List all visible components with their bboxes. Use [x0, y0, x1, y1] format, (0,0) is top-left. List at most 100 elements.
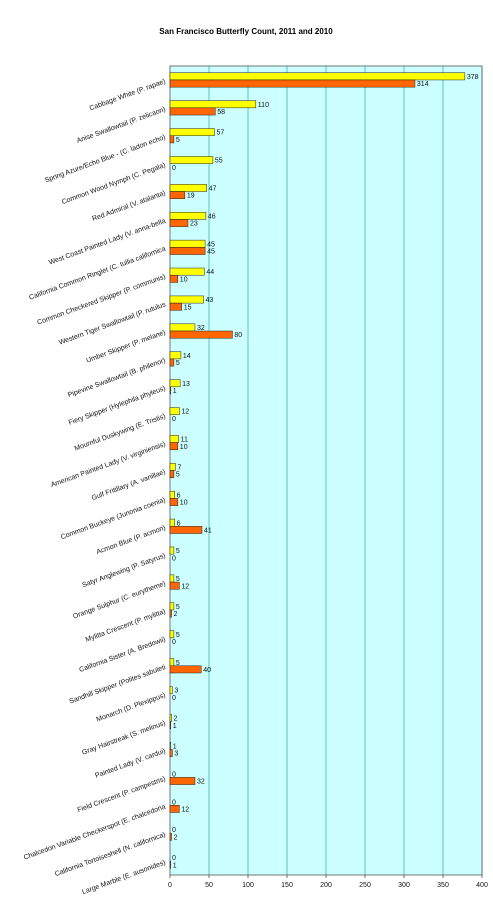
data-label: 5	[176, 660, 180, 667]
bar	[169, 777, 196, 785]
bar	[169, 351, 182, 360]
x-tick-label: 200	[320, 882, 332, 889]
category-label: Umber Skipper (P. melane)	[85, 329, 166, 364]
data-label: 1	[173, 388, 177, 395]
data-label: 110	[258, 102, 269, 109]
x-tick-label: 250	[359, 882, 371, 889]
bar	[169, 860, 172, 869]
bar	[169, 191, 186, 199]
data-label: 2	[174, 611, 178, 618]
category-label: Spring Azure/Echo Blue - (C. ladon echo)	[44, 134, 167, 184]
category-label: Common Checkered Skipper (P. communis)	[36, 274, 166, 327]
data-label: 0	[172, 799, 176, 806]
data-label: 3	[174, 751, 178, 758]
bar	[169, 686, 173, 694]
data-label: 15	[184, 304, 192, 311]
bar	[169, 714, 172, 722]
data-label: 0	[172, 165, 176, 172]
category-label: Gulf Fritillary (A. vanillae)	[91, 469, 167, 502]
data-label: 40	[203, 667, 211, 674]
bar	[169, 805, 180, 813]
data-label: 58	[217, 109, 225, 116]
data-label: 46	[208, 213, 216, 220]
data-label: 10	[180, 500, 188, 507]
data-label: 13	[182, 381, 190, 388]
bar	[169, 156, 214, 164]
data-label: 0	[172, 695, 176, 702]
bar	[169, 128, 215, 136]
data-label: 80	[234, 332, 242, 339]
data-label: 0	[172, 639, 176, 646]
data-label: 5	[176, 137, 180, 144]
bar	[169, 490, 175, 499]
data-label: 10	[180, 444, 188, 451]
bar	[169, 721, 172, 730]
data-label: 43	[206, 297, 214, 304]
data-label: 11	[181, 437, 188, 444]
category-label: American Painted Lady (V. virginiensis)	[50, 441, 167, 489]
category-label: Chalcedon Variable Checkerspot (E. chalc…	[23, 804, 167, 862]
x-tick-label: 150	[281, 882, 293, 889]
bar	[169, 100, 257, 109]
bar	[169, 470, 175, 478]
bar	[169, 107, 216, 116]
data-label: 47	[209, 186, 217, 193]
x-tick-label: 0	[168, 882, 172, 889]
category-label: Mylitta Crescent (P. mylitta)	[85, 608, 167, 644]
bar	[169, 442, 179, 451]
bar	[169, 379, 181, 388]
data-label: 5	[176, 632, 180, 639]
data-label: 55	[215, 158, 223, 165]
data-label: 5	[176, 576, 180, 583]
data-label: 5	[176, 360, 180, 367]
data-label: 314	[417, 81, 429, 88]
category-label: Acmon Blue (P. acmon)	[96, 525, 167, 557]
data-label: 10	[180, 276, 188, 283]
data-label: 1	[173, 862, 177, 869]
data-label: 12	[181, 583, 189, 590]
data-label: 14	[183, 353, 191, 360]
bar	[169, 742, 172, 750]
bar	[169, 211, 207, 220]
data-label: 378	[467, 74, 479, 81]
data-label: 5	[176, 604, 180, 611]
category-label: West Coast Painted Lady (V. anna-bella	[48, 218, 167, 267]
category-label: California Common Ringlet (C. tullia cal…	[28, 246, 166, 302]
category-label: Large Marble (E. ausonides)	[81, 859, 166, 896]
category-label: Painted Lady (V. cardui)	[94, 748, 166, 780]
data-label: 57	[216, 130, 224, 137]
bar	[169, 498, 179, 506]
data-label: 5	[176, 548, 180, 555]
data-label: 23	[190, 221, 198, 228]
bar	[169, 79, 416, 88]
data-label: 45	[207, 241, 215, 248]
bar	[169, 574, 175, 583]
bar	[169, 302, 182, 311]
x-tick-label: 400	[476, 882, 488, 889]
data-label: 12	[181, 806, 189, 813]
data-label: 6	[177, 520, 181, 527]
data-label: 0	[172, 555, 176, 562]
bar	[169, 658, 175, 667]
data-label: 1	[173, 723, 177, 730]
x-tick-label: 350	[437, 882, 449, 889]
data-label: 5	[176, 472, 180, 479]
data-label: 1	[173, 743, 177, 750]
bar	[169, 184, 207, 192]
data-label: 32	[197, 779, 205, 786]
bar	[169, 219, 189, 227]
data-label: 19	[187, 193, 195, 200]
bar	[169, 274, 179, 283]
category-label: Red Admiral (V. atalanta)	[91, 190, 166, 223]
x-tick-label: 100	[242, 882, 254, 889]
data-label: 44	[206, 269, 214, 276]
x-tick-label: 300	[398, 882, 410, 889]
bar	[169, 247, 206, 255]
bar	[169, 435, 179, 443]
bar	[169, 630, 175, 639]
bar	[169, 546, 175, 555]
bar	[169, 407, 180, 415]
